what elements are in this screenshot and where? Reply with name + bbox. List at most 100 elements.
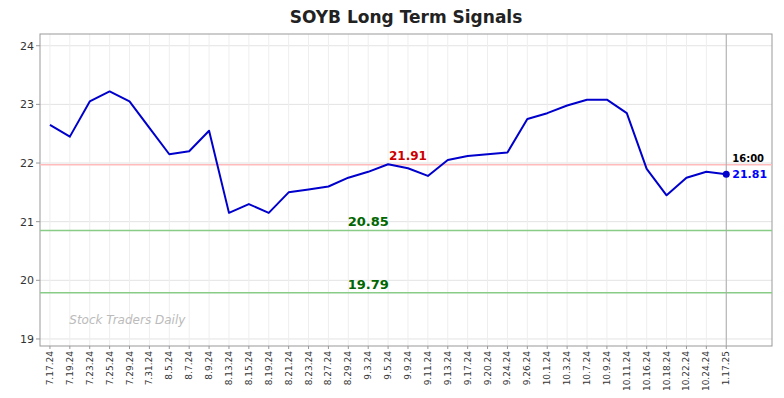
x-tick (169, 346, 170, 349)
grid-line-x (328, 34, 329, 346)
x-tick (189, 346, 190, 349)
x-tick-label: 8.19.24 (264, 351, 274, 386)
x-tick (547, 346, 548, 349)
y-tick-label: 21 (20, 216, 34, 229)
x-tick-label: 9.11.24 (423, 351, 433, 386)
reference-label: 19.79 (348, 277, 389, 292)
x-tick (686, 346, 687, 349)
y-tick (36, 163, 40, 164)
reference-line (40, 164, 772, 166)
y-tick (36, 221, 40, 222)
x-tick (308, 346, 309, 349)
x-tick (49, 346, 50, 349)
x-tick-label: 8.21.24 (284, 351, 294, 386)
grid-line-x (288, 34, 289, 346)
x-tick-label: 1.17.25 (721, 351, 731, 385)
x-tick (527, 346, 528, 349)
grid-line-x (587, 34, 588, 346)
background (0, 0, 784, 398)
y-tick (36, 338, 40, 339)
plot-frame (40, 34, 772, 346)
marker-line (726, 34, 727, 346)
x-tick (706, 346, 707, 349)
x-tick (388, 346, 389, 349)
x-tick (228, 346, 229, 349)
x-tick-label: 10.11.24 (622, 351, 632, 391)
grid-line-x (726, 34, 727, 346)
y-tick (36, 45, 40, 46)
x-tick-label: 9.26.24 (522, 351, 532, 386)
x-tick-label: 8.9.24 (204, 351, 214, 380)
x-tick (268, 346, 269, 349)
x-tick-label: 7.25.24 (105, 351, 115, 386)
x-tick-label: 8.5.24 (164, 351, 174, 380)
x-tick (467, 346, 468, 349)
x-tick (89, 346, 90, 349)
x-tick (109, 346, 110, 349)
reference-label: 20.85 (348, 214, 389, 229)
grid-line-x (109, 34, 110, 346)
x-tick-label: 10.7.24 (582, 351, 592, 386)
watermark: Stock Traders Daily (69, 313, 186, 327)
x-tick-label: 9.20.24 (483, 351, 493, 386)
x-tick-label: 10.16.24 (642, 351, 652, 391)
x-tick-label: 9.13.24 (443, 351, 453, 386)
grid-line-x (189, 34, 190, 346)
x-tick (209, 346, 210, 349)
x-tick (567, 346, 568, 349)
y-axis: 192021222324 (20, 40, 40, 346)
chart: 1920212223247.17.247.19.247.23.247.25.24… (0, 0, 784, 398)
x-tick (427, 346, 428, 349)
annotation: 21.81 (732, 168, 767, 181)
grid-line-x (149, 34, 150, 346)
x-tick (129, 346, 130, 349)
x-tick (587, 346, 588, 349)
x-tick (69, 346, 70, 349)
x-tick-label: 8.15.24 (244, 351, 254, 386)
grid-line-x (527, 34, 528, 346)
grid-line-x (706, 34, 707, 346)
x-tick (328, 346, 329, 349)
grid-line-x (49, 34, 50, 346)
grid-line-x (348, 34, 349, 346)
x-tick-label: 9.24.24 (502, 351, 512, 386)
x-tick-label: 8.27.24 (323, 351, 333, 386)
x-tick (666, 346, 667, 349)
y-tick-label: 20 (20, 274, 34, 287)
grid-line-x (567, 34, 568, 346)
grid-line-x (686, 34, 687, 346)
grid-line-x (209, 34, 210, 346)
x-tick (149, 346, 150, 349)
x-tick (606, 346, 607, 349)
y-tick (36, 104, 40, 105)
grid-line-x (646, 34, 647, 346)
reference-line (40, 230, 772, 232)
x-tick-label: 10.1.24 (542, 351, 552, 386)
x-tick-label: 9.17.24 (463, 351, 473, 386)
grid-line-x (368, 34, 369, 346)
title: SOYB Long Term Signals (290, 7, 523, 27)
grid-line-x (69, 34, 70, 346)
y-tick-label: 23 (20, 98, 34, 111)
x-tick (726, 346, 727, 349)
grid-line-x (467, 34, 468, 346)
x-axis: 7.17.247.19.247.23.247.25.247.29.247.31.… (45, 346, 731, 391)
x-tick (487, 346, 488, 349)
grid-line-x (248, 34, 249, 346)
x-tick-label: 9.9.24 (403, 351, 413, 380)
annotation: 21.91 (389, 149, 427, 163)
x-tick-label: 10.22.24 (681, 351, 691, 391)
x-tick-label: 8.23.24 (304, 351, 314, 386)
x-tick-label: 9.3.24 (363, 351, 373, 380)
end-point (723, 171, 730, 178)
grid-line-x (447, 34, 448, 346)
x-tick (368, 346, 369, 349)
x-tick-label: 9.5.24 (383, 351, 393, 380)
grid-line-x (507, 34, 508, 346)
x-tick-label: 7.23.24 (85, 351, 95, 386)
grid-line-x (407, 34, 408, 346)
grid-line-x (547, 34, 548, 346)
x-tick-label: 7.31.24 (144, 351, 154, 386)
x-tick-label: 10.18.24 (662, 351, 672, 391)
x-tick-label: 8.13.24 (224, 351, 234, 386)
